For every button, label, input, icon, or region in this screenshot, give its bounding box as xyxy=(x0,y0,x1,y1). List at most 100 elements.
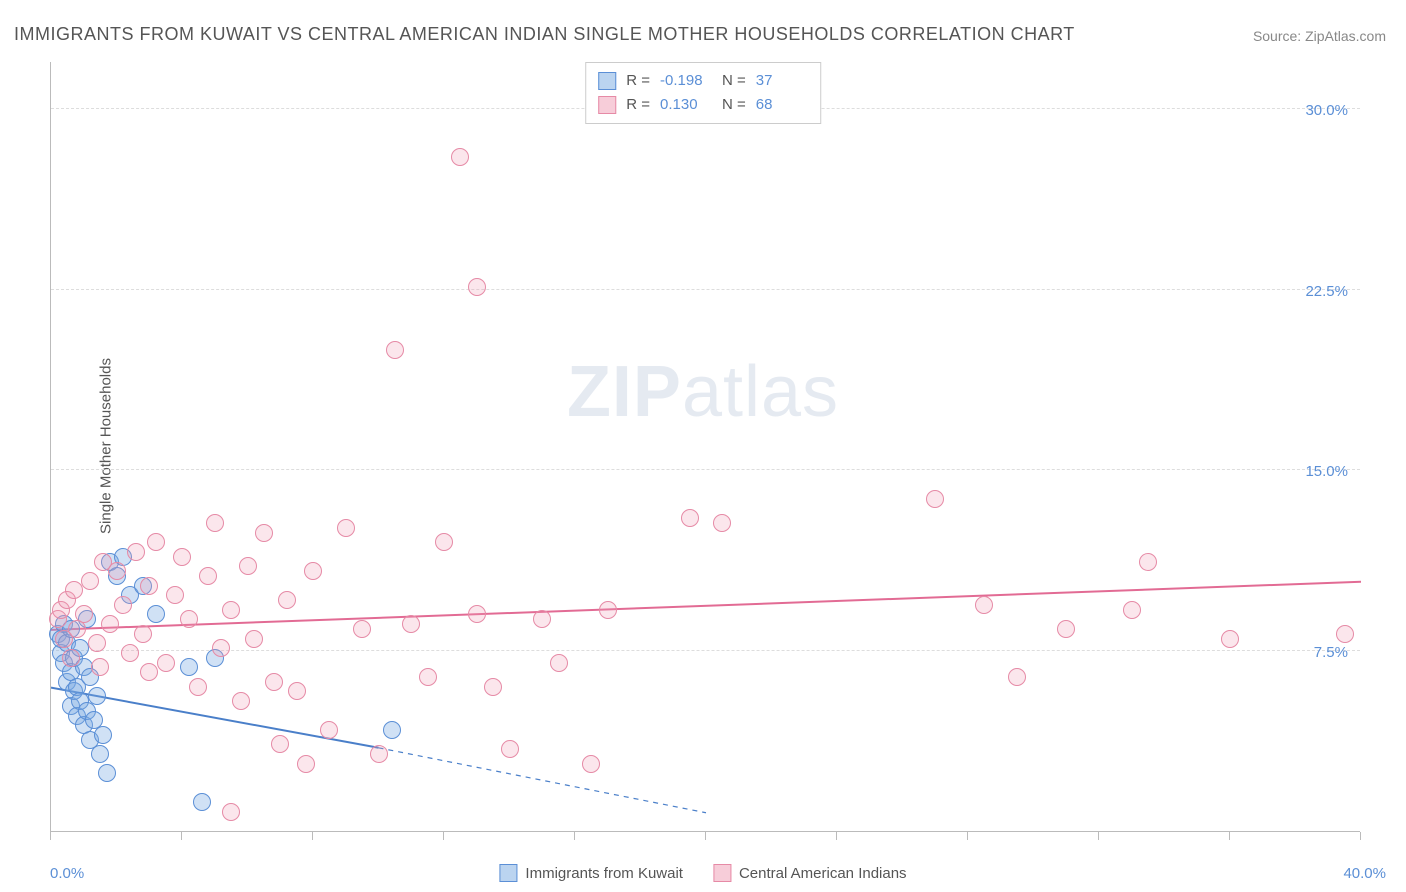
source-label: Source: ZipAtlas.com xyxy=(1253,28,1386,44)
legend-r-label: R = xyxy=(626,93,650,117)
data-point xyxy=(101,615,119,633)
data-point xyxy=(98,764,116,782)
correlation-legend: R =-0.198N =37R =0.130N =68 xyxy=(585,62,821,124)
data-point xyxy=(140,663,158,681)
series-legend: Immigrants from Kuwait Central American I… xyxy=(499,864,906,882)
data-point xyxy=(94,726,112,744)
data-point xyxy=(926,490,944,508)
data-point xyxy=(383,721,401,739)
data-point xyxy=(81,572,99,590)
gridline xyxy=(51,469,1360,470)
data-point xyxy=(582,755,600,773)
data-point xyxy=(173,548,191,566)
legend-n-value: 68 xyxy=(756,93,808,117)
data-point xyxy=(199,567,217,585)
x-tick-mark xyxy=(181,832,182,840)
x-tick-mark xyxy=(574,832,575,840)
data-point xyxy=(75,605,93,623)
data-point xyxy=(88,687,106,705)
data-point xyxy=(222,803,240,821)
legend-swatch xyxy=(499,864,517,882)
data-point xyxy=(1008,668,1026,686)
data-point xyxy=(62,649,80,667)
legend-row: R = 0.130 N = 68 xyxy=(598,93,808,117)
legend-n-label: N = xyxy=(722,93,746,117)
trend-line xyxy=(51,582,1361,630)
data-point xyxy=(468,605,486,623)
gridline xyxy=(51,650,1360,651)
data-point xyxy=(533,610,551,628)
data-point xyxy=(180,610,198,628)
data-point xyxy=(212,639,230,657)
legend-r-value: 0.130 xyxy=(660,93,712,117)
data-point xyxy=(451,148,469,166)
data-point xyxy=(206,514,224,532)
data-point xyxy=(147,533,165,551)
y-tick-label: 30.0% xyxy=(1305,102,1348,119)
data-point xyxy=(468,278,486,296)
data-point xyxy=(134,625,152,643)
data-point xyxy=(189,678,207,696)
x-tick-mark xyxy=(1360,832,1361,840)
legend-row: R =-0.198N =37 xyxy=(598,69,808,93)
data-point xyxy=(140,577,158,595)
legend-label: Immigrants from Kuwait xyxy=(525,865,683,882)
plot-area: 7.5% 15.0% 22.5% 30.0% xyxy=(50,62,1360,832)
data-point xyxy=(114,596,132,614)
data-point xyxy=(304,562,322,580)
x-tick-mark xyxy=(1229,832,1230,840)
data-point xyxy=(550,654,568,672)
y-tick-label: 15.0% xyxy=(1305,463,1348,480)
y-tick-label: 22.5% xyxy=(1305,283,1348,300)
data-point xyxy=(245,630,263,648)
legend-r-label: R = xyxy=(626,69,650,93)
data-point xyxy=(337,519,355,537)
x-tick-mark xyxy=(312,832,313,840)
data-point xyxy=(484,678,502,696)
legend-r-value: -0.198 xyxy=(660,69,712,93)
legend-item: Immigrants from Kuwait xyxy=(499,864,683,882)
data-point xyxy=(402,615,420,633)
data-point xyxy=(91,745,109,763)
data-point xyxy=(297,755,315,773)
data-point xyxy=(127,543,145,561)
data-point xyxy=(193,793,211,811)
data-point xyxy=(501,740,519,758)
x-tick-mark xyxy=(836,832,837,840)
data-point xyxy=(975,596,993,614)
legend-swatch xyxy=(598,96,616,114)
legend-n-label: N = xyxy=(722,69,746,93)
x-tick-mark xyxy=(50,832,51,840)
data-point xyxy=(65,581,83,599)
data-point xyxy=(271,735,289,753)
trend-svg xyxy=(51,62,1361,832)
data-point xyxy=(386,341,404,359)
legend-swatch xyxy=(713,864,731,882)
data-point xyxy=(353,620,371,638)
data-point xyxy=(255,524,273,542)
data-point xyxy=(599,601,617,619)
data-point xyxy=(222,601,240,619)
legend-label: Central American Indians xyxy=(739,865,907,882)
data-point xyxy=(419,668,437,686)
data-point xyxy=(88,634,106,652)
x-tick-label-min: 0.0% xyxy=(50,865,84,882)
legend-swatch xyxy=(598,72,616,90)
data-point xyxy=(108,562,126,580)
data-point xyxy=(232,692,250,710)
data-point xyxy=(265,673,283,691)
data-point xyxy=(91,658,109,676)
data-point xyxy=(1139,553,1157,571)
data-point xyxy=(681,509,699,527)
x-tick-mark xyxy=(443,832,444,840)
data-point xyxy=(435,533,453,551)
data-point xyxy=(370,745,388,763)
data-point xyxy=(1221,630,1239,648)
data-point xyxy=(1336,625,1354,643)
data-point xyxy=(1057,620,1075,638)
legend-item: Central American Indians xyxy=(713,864,907,882)
data-point xyxy=(147,605,165,623)
y-tick-label: 7.5% xyxy=(1314,644,1348,661)
data-point xyxy=(1123,601,1141,619)
data-point xyxy=(320,721,338,739)
